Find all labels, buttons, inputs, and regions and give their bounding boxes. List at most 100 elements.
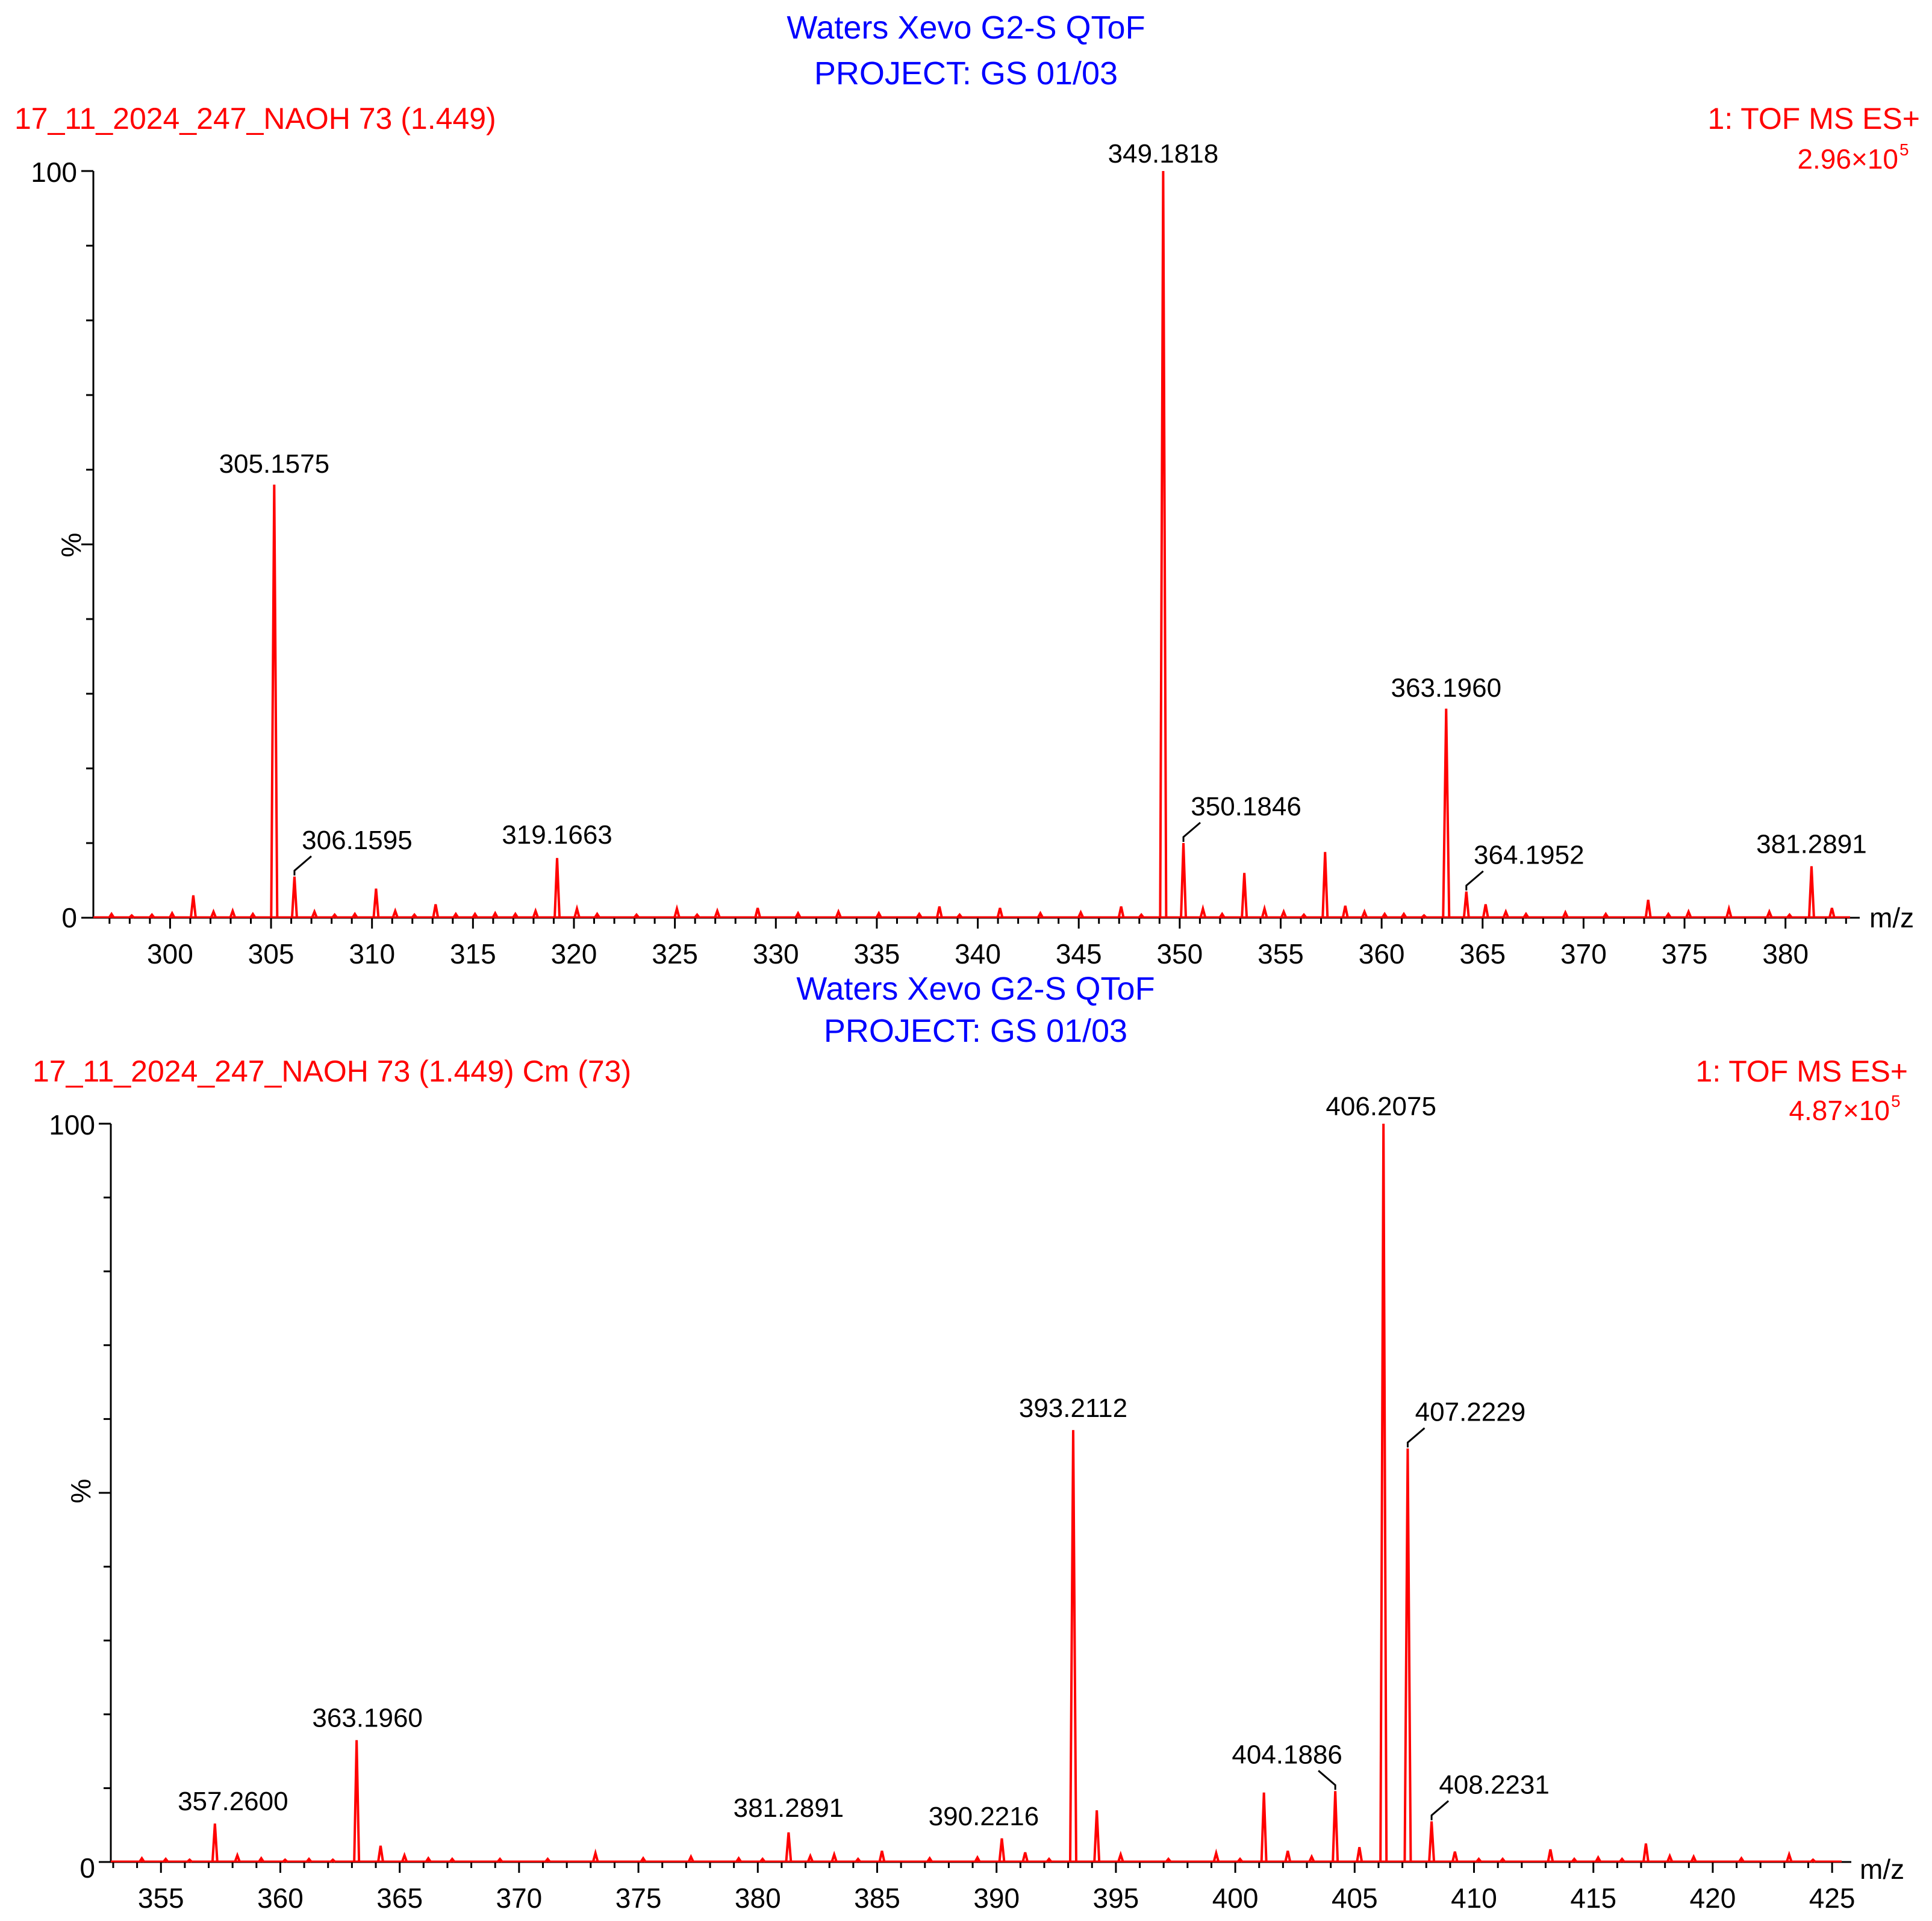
spectrum-peak (128, 914, 136, 919)
spectrum-peak (1236, 1857, 1244, 1863)
spectrum-peak (1644, 899, 1652, 918)
x-tick-label: 330 (753, 938, 799, 970)
spectrum-peak (1260, 904, 1268, 918)
x-axis-label: m/z (1869, 902, 1914, 933)
x-tick-label: 380 (735, 1882, 781, 1914)
y-zero-label: 0 (61, 902, 77, 933)
spectrum-peak (693, 912, 701, 919)
spectrum-peak (1381, 912, 1388, 919)
y-axis-label: % (65, 1479, 96, 1504)
spectrum-peak (553, 858, 561, 918)
x-tick-label: 380 (1762, 938, 1809, 970)
spectrum-peak (735, 1856, 743, 1863)
spectrum-peak (210, 908, 217, 918)
spectrum-peak (1280, 908, 1288, 918)
x-tick-label: 365 (1459, 938, 1506, 970)
spectrum-peak (331, 912, 338, 919)
spectrum-peak (148, 912, 155, 919)
spectrum-peak (1785, 1851, 1793, 1863)
spectrum-peak (432, 904, 440, 918)
spectrum-peak (452, 912, 460, 919)
sample-label: 17_11_2024_247_NAOH 73 (1.449) (14, 102, 496, 135)
spectrum-peak (1400, 912, 1407, 919)
spectrum-peak (400, 1852, 408, 1863)
spectrum-peak (875, 911, 883, 918)
x-tick-label: 410 (1451, 1882, 1497, 1914)
intensity-mantissa: 2.96×10 (1797, 143, 1898, 175)
spectrum-peak (1737, 1856, 1745, 1863)
spectrum-peak (290, 876, 298, 918)
spectrum-peak (1786, 912, 1793, 919)
spectrum-peak (138, 1856, 146, 1863)
x-tick-label: 425 (1809, 1882, 1856, 1914)
x-tick-label: 405 (1332, 1882, 1378, 1914)
spectrum-peak (573, 904, 581, 918)
spectrum-peak (1077, 909, 1085, 918)
spectrum-peak (640, 1856, 647, 1863)
spectrum-peak (282, 1858, 288, 1863)
peak-label: 357.2600 (178, 1787, 288, 1816)
spectrum-peak (830, 1851, 838, 1863)
peak-label: 390.2216 (929, 1802, 1039, 1831)
spectrum-peak (673, 904, 681, 918)
spectrum-peak (1502, 908, 1510, 918)
spectrum-peak (974, 1855, 981, 1863)
x-tick-label: 350 (1156, 938, 1203, 970)
spectrum-peak (1356, 1847, 1363, 1863)
x-tick-label: 420 (1690, 1882, 1736, 1914)
spectrum-peak (1284, 1851, 1292, 1863)
x-tick-label: 340 (955, 938, 1001, 970)
spectrum-peak (1475, 1857, 1483, 1863)
spectrum-peak (351, 912, 358, 919)
spectrum-peak (591, 1848, 599, 1863)
spectrum-peak (449, 1857, 456, 1863)
spectrum-peak (1165, 1857, 1172, 1863)
spectrum-peak (593, 912, 601, 919)
spectrum-peak (785, 1832, 793, 1863)
y-top-label: 100 (49, 1109, 95, 1141)
spectrum-peak (1403, 1448, 1412, 1863)
spectrum-peak (1308, 1854, 1315, 1863)
spectrum-peak (878, 1851, 886, 1863)
spectrum-peak (425, 1856, 432, 1863)
x-tick-label: 320 (551, 938, 597, 970)
peak-label: 408.2231 (1439, 1770, 1550, 1800)
spectrum-peak (1199, 904, 1207, 918)
spectrum-peak (376, 1845, 384, 1863)
x-tick-label: 365 (376, 1882, 423, 1914)
peak-label: 393.2112 (1019, 1393, 1127, 1423)
spectrum-peak (311, 908, 318, 918)
spectrum-peak (186, 1858, 193, 1863)
spectrum-peak (491, 911, 499, 918)
peak-label: 306.1595 (302, 826, 413, 855)
spectrum-peak (1332, 1791, 1339, 1863)
peak-leader-line (1430, 1800, 1450, 1820)
x-tick-label: 375 (615, 1882, 662, 1914)
spectrum-panel-2: Waters Xevo G2-S QToF PROJECT: GS 01/03 … (33, 971, 1908, 1914)
spectrum-peak (1594, 1855, 1602, 1863)
spectrum-peak (1725, 904, 1733, 918)
peak-label: 407.2229 (1415, 1397, 1526, 1427)
spectrum-peak (1547, 1849, 1554, 1863)
spectrum-peak (1218, 912, 1226, 919)
project-title: PROJECT: GS 01/03 (824, 1013, 1127, 1049)
spectrum-peak (1522, 912, 1530, 919)
spectrum-peak (1766, 908, 1773, 918)
peak-leader-line (1318, 1770, 1336, 1790)
spectrum-peak (1036, 911, 1044, 918)
spectrum-peak (1810, 1858, 1816, 1863)
spectrum-peak (1093, 1810, 1101, 1863)
spectrum-peak (687, 1854, 695, 1863)
spectrum-peak (258, 1856, 265, 1863)
spectrum-peak (1180, 842, 1188, 918)
spectrum-peak (1666, 1852, 1674, 1863)
peak-leader-line (1182, 821, 1201, 842)
x-tick-label: 355 (138, 1882, 184, 1914)
spectrum-peak (633, 912, 640, 919)
spectrum-peak (1428, 1821, 1436, 1863)
instrument-title: Waters Xevo G2-S QToF (787, 10, 1145, 46)
x-tick-label: 335 (854, 938, 900, 970)
peak-label: 363.1960 (1391, 673, 1502, 703)
spectrum-peak (353, 1740, 361, 1863)
